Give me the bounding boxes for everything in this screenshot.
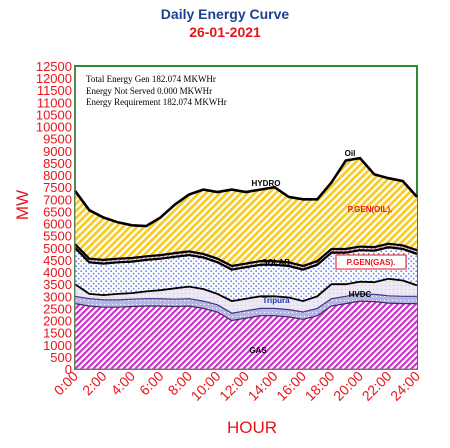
x-tick-label: 24:00 bbox=[387, 368, 423, 404]
x-axis-label: HOUR bbox=[227, 418, 277, 437]
area-label-pgen-gas: P.GEN(GAS). bbox=[347, 258, 396, 267]
y-tick-label: 8500 bbox=[43, 156, 72, 171]
x-tick-label: 6:00 bbox=[136, 368, 167, 399]
y-tick-label: 500 bbox=[50, 350, 72, 365]
x-tick-label: 22:00 bbox=[359, 368, 395, 404]
y-tick-label: 5000 bbox=[43, 241, 72, 256]
y-tick-label: 5500 bbox=[43, 229, 72, 244]
area-tripura bbox=[75, 293, 417, 321]
y-axis-label: MW bbox=[13, 190, 32, 220]
area-label-hvdc: HVDC bbox=[349, 290, 372, 299]
y-tick-label: 9000 bbox=[43, 144, 72, 159]
y-tick-label: 2000 bbox=[43, 314, 72, 329]
x-tick-label: 4:00 bbox=[108, 368, 139, 399]
y-tick-label: 12500 bbox=[36, 59, 72, 74]
chart-date: 26-01-2021 bbox=[189, 24, 261, 40]
y-tick-label: 1500 bbox=[43, 326, 72, 341]
area-hvdc bbox=[75, 278, 417, 314]
y-tick-label: 10000 bbox=[36, 120, 72, 135]
x-tick-label: 18:00 bbox=[302, 368, 338, 404]
x-tick-labels: 0:002:004:006:008:0010:0012:0014:0016:00… bbox=[51, 368, 424, 404]
x-tick-label: 14:00 bbox=[245, 368, 281, 404]
y-tick-labels: 0500100015002000250030003500400045005000… bbox=[36, 59, 72, 377]
area-label-oil: Oil bbox=[345, 149, 356, 158]
y-tick-label: 3000 bbox=[43, 289, 72, 304]
area-label-pgen-oil: P.GEN(OIL). bbox=[348, 205, 393, 214]
line-tripura bbox=[74, 293, 417, 314]
y-tick-label: 7000 bbox=[43, 192, 72, 207]
line-hvdc bbox=[74, 277, 418, 303]
y-tick-label: 4000 bbox=[43, 265, 72, 280]
area-label-hydro: HYDRO bbox=[252, 179, 281, 188]
y-tick-label: 12000 bbox=[36, 71, 72, 86]
area-solar bbox=[75, 247, 417, 302]
y-tick-label: 3500 bbox=[43, 277, 72, 292]
y-tick-label: 1000 bbox=[43, 338, 72, 353]
y-tick-label: 0 bbox=[65, 362, 72, 377]
x-tick-label: 0:00 bbox=[51, 368, 82, 399]
line-oil bbox=[74, 157, 418, 227]
y-tick-label: 6000 bbox=[43, 217, 72, 232]
y-tick-label: 2500 bbox=[43, 301, 72, 316]
y-tick-label: 11000 bbox=[37, 95, 72, 110]
x-tick-label: 20:00 bbox=[330, 368, 366, 404]
x-tick-label: 2:00 bbox=[79, 368, 110, 399]
y-tick-label: 4500 bbox=[43, 253, 72, 268]
summary-not-served: Energy Not Served 0.000 MKWHr bbox=[86, 86, 212, 96]
x-tick-label: 10:00 bbox=[188, 368, 224, 404]
y-tick-label: 8000 bbox=[43, 168, 72, 183]
y-tick-label: 9500 bbox=[43, 132, 72, 147]
y-tick-label: 7500 bbox=[43, 180, 72, 195]
line-p-gen-gas bbox=[74, 242, 418, 268]
line-gas bbox=[74, 300, 417, 322]
boundary-lines bbox=[73, 156, 418, 322]
area-gas bbox=[75, 301, 417, 369]
y-tick-label: 10500 bbox=[36, 107, 72, 122]
line-solar bbox=[74, 246, 418, 271]
x-tick-label: 12:00 bbox=[216, 368, 252, 404]
summary-total-gen: Total Energy Gen 182.074 MKWHr bbox=[86, 74, 216, 84]
y-tick-label: 11500 bbox=[37, 83, 72, 98]
summary-requirement: Energy Requirement 182.074 MKWHr bbox=[86, 97, 227, 107]
y-tick-label: 6500 bbox=[43, 204, 72, 219]
chart-title: Daily Energy Curve bbox=[160, 6, 290, 22]
x-tick-label: 16:00 bbox=[273, 368, 309, 404]
area-p-gen-oil bbox=[75, 158, 417, 266]
pgen-gas-label-box: P.GEN(GAS). bbox=[335, 254, 407, 270]
area-label-tripura: Tripura bbox=[262, 296, 290, 305]
area-label-gas: GAS bbox=[249, 346, 267, 355]
area-label-solar: SOLAR bbox=[262, 258, 290, 267]
area-layer bbox=[75, 158, 417, 369]
